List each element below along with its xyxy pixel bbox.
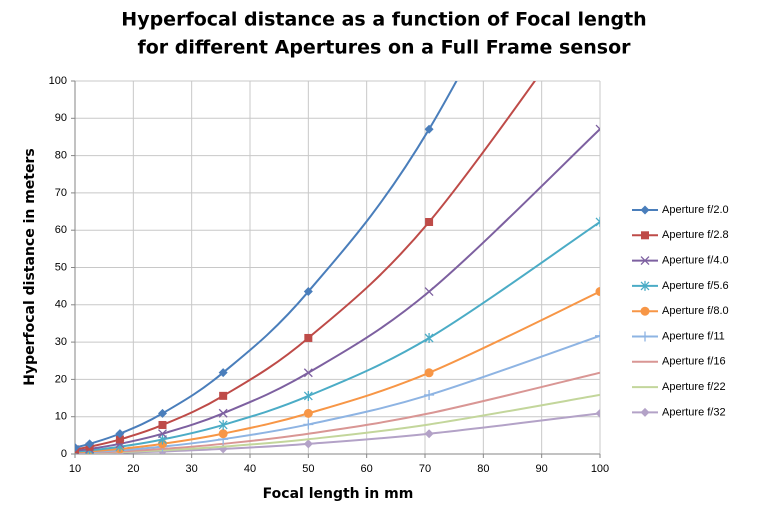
marker bbox=[595, 287, 600, 297]
legend-label: Aperture f/8.0 bbox=[662, 305, 729, 317]
series-line bbox=[75, 128, 600, 452]
series-line bbox=[75, 81, 458, 449]
series-line bbox=[75, 81, 537, 451]
x-tick-label: 50 bbox=[302, 463, 314, 475]
marker bbox=[640, 331, 650, 342]
marker bbox=[303, 287, 313, 297]
marker bbox=[303, 368, 313, 378]
marker bbox=[425, 217, 434, 226]
y-tick-label: 40 bbox=[55, 299, 67, 311]
marker bbox=[115, 429, 125, 439]
marker bbox=[640, 407, 650, 417]
marker bbox=[115, 435, 124, 444]
marker bbox=[303, 419, 314, 430]
y-tick-label: 60 bbox=[55, 224, 67, 236]
marker bbox=[218, 368, 228, 378]
x-tick-label: 70 bbox=[419, 463, 431, 475]
y-tick-label: 50 bbox=[55, 261, 67, 273]
y-tick-label: 70 bbox=[55, 187, 67, 199]
marker bbox=[218, 429, 228, 439]
marker bbox=[424, 332, 434, 343]
plot-area bbox=[75, 81, 600, 454]
chart-title: Hyperfocal distance as a function of Foc… bbox=[121, 9, 646, 31]
x-tick-label: 100 bbox=[591, 463, 609, 475]
marker bbox=[595, 408, 600, 418]
legend-label: Aperture f/5.6 bbox=[662, 280, 729, 292]
marker bbox=[595, 330, 600, 341]
legend-label: Aperture f/2.8 bbox=[662, 229, 729, 241]
marker bbox=[218, 408, 228, 418]
y-tick-label: 10 bbox=[55, 411, 67, 423]
marker bbox=[304, 333, 313, 342]
marker bbox=[75, 443, 80, 453]
marker bbox=[595, 216, 600, 227]
marker bbox=[595, 124, 600, 134]
y-tick-label: 90 bbox=[55, 112, 67, 124]
marker bbox=[85, 439, 95, 449]
marker bbox=[158, 420, 167, 429]
marker bbox=[640, 256, 650, 266]
x-tick-label: 10 bbox=[69, 463, 81, 475]
legend-label: Aperture f/16 bbox=[662, 356, 726, 368]
y-tick-label: 20 bbox=[55, 373, 67, 385]
marker bbox=[424, 389, 435, 400]
legend-label: Aperture f/32 bbox=[662, 406, 726, 418]
marker bbox=[424, 124, 434, 134]
marker bbox=[424, 287, 434, 297]
marker bbox=[303, 408, 313, 418]
x-axis-title: Focal length in mm bbox=[263, 486, 414, 502]
marker bbox=[641, 231, 649, 240]
y-tick-label: 30 bbox=[55, 336, 67, 348]
marker bbox=[303, 390, 313, 401]
marker bbox=[218, 419, 228, 430]
marker bbox=[303, 439, 313, 449]
x-tick-label: 80 bbox=[477, 463, 489, 475]
series-line bbox=[75, 221, 600, 453]
x-tick-label: 30 bbox=[186, 463, 198, 475]
x-tick-label: 40 bbox=[244, 463, 256, 475]
legend-label: Aperture f/2.0 bbox=[662, 204, 729, 216]
marker bbox=[640, 280, 650, 291]
marker bbox=[158, 429, 167, 439]
y-axis-title: Hyperfocal distance in meters bbox=[22, 148, 38, 385]
marker bbox=[424, 429, 434, 439]
chart-title: for different Apertures on a Full Frame … bbox=[137, 37, 631, 59]
x-tick-label: 20 bbox=[127, 463, 139, 475]
x-tick-label: 90 bbox=[536, 463, 548, 475]
y-tick-label: 100 bbox=[49, 75, 67, 87]
marker bbox=[424, 368, 434, 378]
marker bbox=[219, 391, 228, 400]
legend-label: Aperture f/4.0 bbox=[662, 255, 729, 267]
y-tick-label: 80 bbox=[55, 150, 67, 162]
marker bbox=[640, 205, 650, 215]
legend-label: Aperture f/22 bbox=[662, 381, 726, 393]
x-tick-label: 60 bbox=[361, 463, 373, 475]
marker bbox=[640, 306, 650, 316]
legend-label: Aperture f/11 bbox=[662, 330, 725, 342]
y-tick-label: 0 bbox=[61, 448, 67, 460]
marker bbox=[158, 408, 167, 418]
